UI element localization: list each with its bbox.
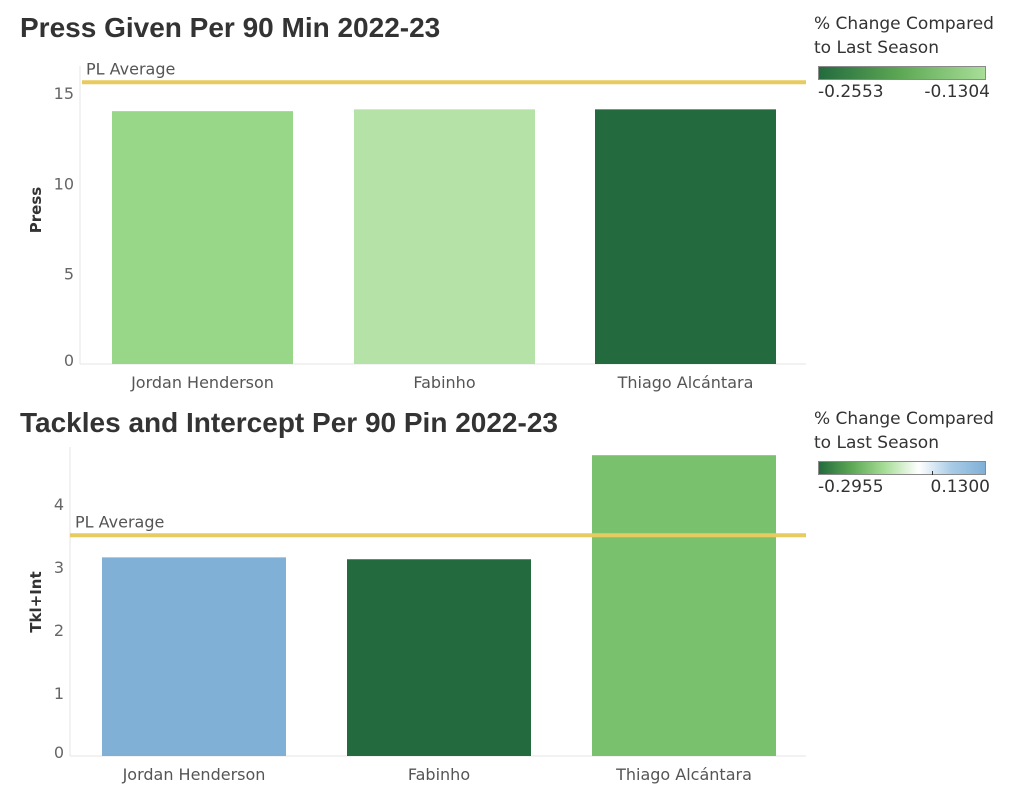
press-y-tick-label: 0	[64, 351, 74, 370]
tackles-chart-legend: % Change Compared to Last Season -0.2955…	[814, 407, 1004, 499]
tackles-reference-label: PL Average	[75, 512, 164, 531]
press-category-label: Thiago Alcántara	[617, 373, 754, 392]
press-y-axis-title: Press	[27, 187, 45, 233]
tackles-y-tick-label: 2	[54, 621, 64, 640]
tackles-legend-gradient	[818, 461, 986, 475]
tackles-chart-title: Tackles and Intercept Per 90 Pin 2022-23	[20, 407, 558, 438]
tackles-legend-min: -0.2955	[818, 477, 884, 497]
press-legend-min: -0.2553	[818, 82, 884, 102]
tackles-category-label: Fabinho	[408, 765, 470, 784]
press-bar-1[interactable]	[354, 109, 535, 364]
press-y-tick-label: 15	[54, 84, 74, 103]
tackles-chart-panel: Tackles and Intercept Per 90 Pin 2022-23…	[0, 395, 1018, 798]
press-chart-legend: % Change Compared to Last Season -0.2553…	[814, 12, 1004, 104]
tackles-bar-1[interactable]	[347, 559, 531, 756]
tackles-y-axis-title: Tkl+Int	[27, 571, 45, 632]
press-legend-max: -0.1304	[924, 82, 990, 102]
press-reference-label: PL Average	[86, 59, 175, 78]
press-chart-plot: 0 5 10 15 Press Jordan Henderson Fabinho Thiago…	[27, 59, 806, 392]
tackles-bar-2[interactable]	[592, 455, 776, 756]
press-y-tick-label: 5	[64, 265, 74, 284]
tackles-y-tick-label: 0	[54, 743, 64, 762]
tackles-y-tick-label: 3	[54, 558, 64, 577]
press-chart-panel: Press Given Per 90 Min 2022-23 0 5 10 15 Pre…	[0, 0, 1018, 395]
press-chart-title: Press Given Per 90 Min 2022-23	[20, 12, 441, 43]
tackles-bar-0[interactable]	[102, 557, 286, 756]
press-category-label: Fabinho	[413, 373, 475, 392]
tackles-chart-plot: 0 1 2 3 4 Tkl+Int Jordan Henderson Fabinho Thiag…	[27, 447, 806, 784]
tackles-legend-title: % Change Compared to Last Season	[814, 409, 994, 453]
press-y-tick-label: 10	[54, 174, 74, 193]
press-bar-2[interactable]	[595, 109, 776, 364]
press-bar-0[interactable]	[112, 111, 293, 364]
tackles-category-label: Jordan Henderson	[122, 765, 266, 784]
tackles-legend-mid-tick	[931, 471, 933, 475]
tackles-legend-max: 0.1300	[930, 477, 990, 497]
press-category-label: Jordan Henderson	[130, 373, 274, 392]
press-legend-gradient	[818, 66, 986, 80]
tackles-y-tick-label: 1	[54, 684, 64, 703]
tackles-y-tick-label: 4	[54, 495, 64, 514]
tackles-category-label: Thiago Alcántara	[615, 765, 752, 784]
press-legend-title: % Change Compared to Last Season	[814, 14, 994, 58]
